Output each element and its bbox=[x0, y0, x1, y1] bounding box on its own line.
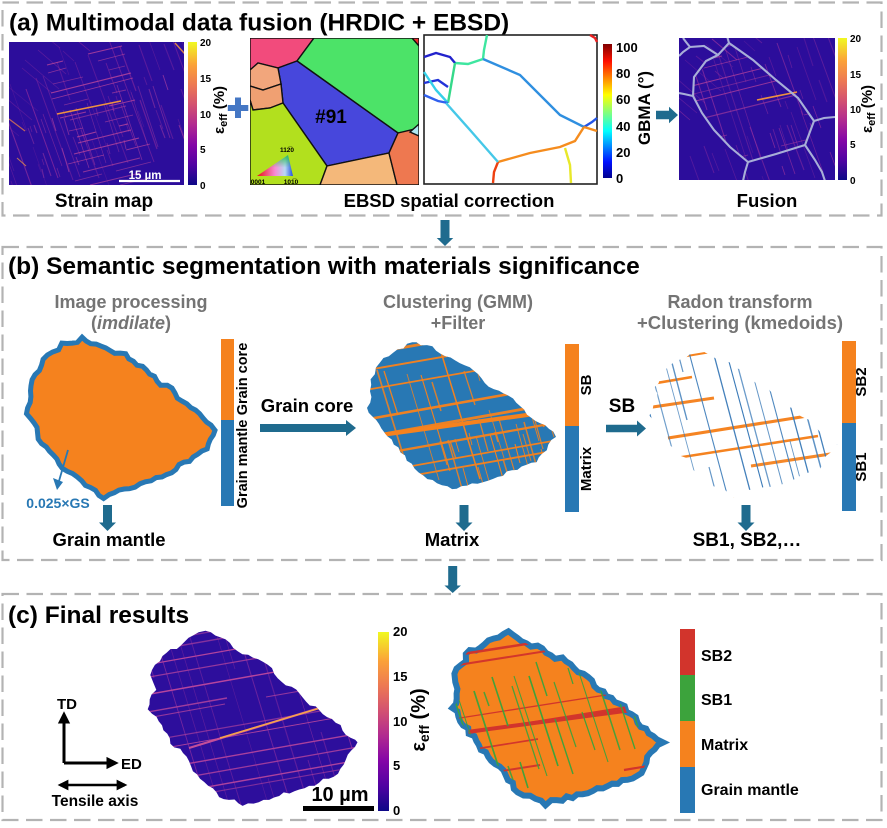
svg-text:Grain mantle: Grain mantle bbox=[52, 529, 165, 550]
svg-text:15 µm: 15 µm bbox=[129, 170, 162, 182]
svg-text:Radon transform: Radon transform bbox=[667, 292, 812, 312]
svg-text:10: 10 bbox=[393, 714, 407, 729]
svg-text:101̅0: 101̅0 bbox=[284, 178, 299, 186]
svg-text:5: 5 bbox=[850, 140, 856, 151]
svg-text:0.025×GS: 0.025×GS bbox=[26, 495, 89, 511]
svg-text:20: 20 bbox=[850, 34, 862, 45]
svg-text:(c) Final results: (c) Final results bbox=[8, 602, 189, 629]
svg-text:SB1, SB2,…: SB1, SB2,… bbox=[693, 530, 802, 551]
svg-text:112̅0: 112̅0 bbox=[280, 146, 294, 154]
svg-text:15: 15 bbox=[393, 669, 407, 684]
svg-text:0: 0 bbox=[393, 803, 400, 818]
svg-text:100: 100 bbox=[616, 40, 638, 55]
svg-text:TD: TD bbox=[57, 696, 77, 713]
svg-text:10: 10 bbox=[850, 105, 862, 116]
svg-text:Matrix: Matrix bbox=[425, 529, 480, 550]
svg-text:0: 0 bbox=[200, 181, 206, 192]
svg-text:60: 60 bbox=[616, 92, 630, 107]
svg-text:SB2: SB2 bbox=[853, 367, 870, 396]
svg-text:15: 15 bbox=[850, 70, 862, 81]
svg-text:5: 5 bbox=[200, 145, 206, 156]
svg-text:Image processing: Image processing bbox=[54, 292, 207, 312]
svg-text:SB: SB bbox=[578, 374, 595, 395]
svg-text:SB1: SB1 bbox=[853, 452, 870, 481]
svg-text:40: 40 bbox=[616, 119, 630, 134]
svg-text:Strain map: Strain map bbox=[55, 191, 153, 212]
svg-text:GBMA (°): GBMA (°) bbox=[635, 71, 654, 145]
svg-text:εeff (%): εeff (%) bbox=[408, 688, 432, 751]
svg-text:ED: ED bbox=[121, 756, 142, 773]
svg-text:#91: #91 bbox=[315, 107, 347, 128]
svg-text:+Filter: +Filter bbox=[431, 313, 486, 333]
svg-text:15: 15 bbox=[200, 74, 212, 85]
svg-text:Grain mantle: Grain mantle bbox=[701, 782, 799, 799]
svg-text:(imdilate): (imdilate) bbox=[91, 313, 171, 333]
svg-text:Matrix: Matrix bbox=[578, 446, 595, 491]
svg-text:Grain core: Grain core bbox=[235, 343, 251, 416]
svg-text:20: 20 bbox=[393, 624, 407, 639]
svg-text:EBSD spatial correction: EBSD spatial correction bbox=[344, 190, 555, 211]
svg-text:0: 0 bbox=[616, 171, 623, 186]
svg-text:0001: 0001 bbox=[251, 179, 266, 186]
svg-text:Matrix: Matrix bbox=[701, 737, 748, 754]
svg-text:+Clustering (kmedoids): +Clustering (kmedoids) bbox=[637, 312, 843, 333]
svg-text:SB2: SB2 bbox=[701, 648, 732, 665]
svg-text:Grain core: Grain core bbox=[261, 395, 354, 416]
svg-text:SB1: SB1 bbox=[701, 692, 732, 709]
svg-text:80: 80 bbox=[616, 66, 630, 81]
svg-text:Fusion: Fusion bbox=[737, 190, 798, 211]
svg-text:20: 20 bbox=[616, 145, 630, 160]
svg-text:10: 10 bbox=[200, 110, 212, 121]
svg-text:0: 0 bbox=[850, 176, 856, 187]
svg-text:(b) Semantic segmentation with: (b) Semantic segmentation with materials… bbox=[8, 253, 640, 280]
svg-text:Clustering (GMM): Clustering (GMM) bbox=[383, 292, 533, 312]
svg-text:Tensile axis: Tensile axis bbox=[52, 793, 139, 810]
svg-text:5: 5 bbox=[393, 758, 400, 773]
svg-text:SB: SB bbox=[609, 396, 635, 417]
svg-text:Grain mantle: Grain mantle bbox=[235, 420, 251, 509]
svg-text:10 µm: 10 µm bbox=[311, 784, 368, 806]
svg-text:(a) Multimodal data fusion (HR: (a) Multimodal data fusion (HRDIC + EBSD… bbox=[9, 10, 509, 37]
svg-text:20: 20 bbox=[200, 38, 212, 49]
